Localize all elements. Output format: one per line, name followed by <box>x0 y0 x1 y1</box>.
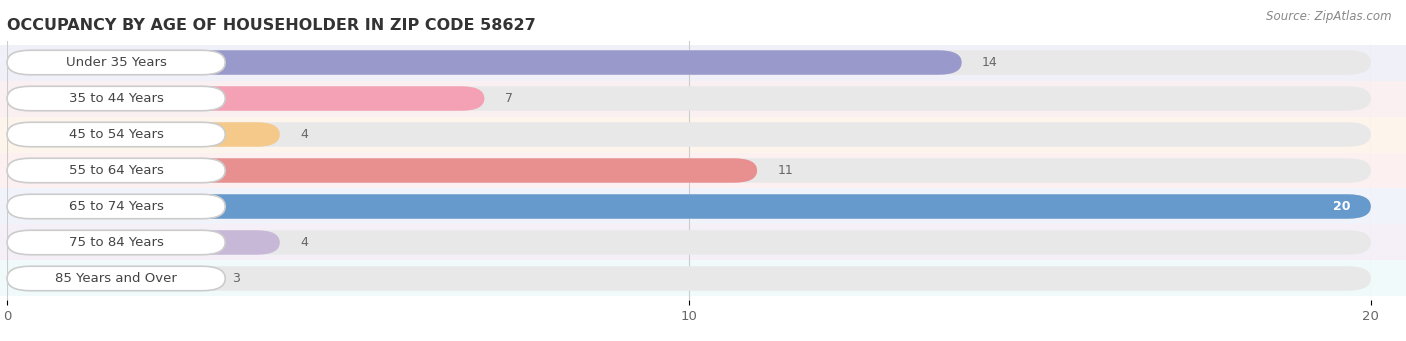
Text: Under 35 Years: Under 35 Years <box>66 56 166 69</box>
Text: 85 Years and Over: 85 Years and Over <box>55 272 177 285</box>
FancyBboxPatch shape <box>7 266 212 291</box>
FancyBboxPatch shape <box>7 194 1371 219</box>
Text: 14: 14 <box>983 56 998 69</box>
FancyBboxPatch shape <box>0 152 1406 189</box>
FancyBboxPatch shape <box>7 266 225 291</box>
FancyBboxPatch shape <box>7 158 756 183</box>
Text: 65 to 74 Years: 65 to 74 Years <box>69 200 163 213</box>
FancyBboxPatch shape <box>7 122 225 147</box>
FancyBboxPatch shape <box>7 50 962 75</box>
FancyBboxPatch shape <box>0 224 1406 261</box>
Text: 3: 3 <box>232 272 240 285</box>
Text: Source: ZipAtlas.com: Source: ZipAtlas.com <box>1267 10 1392 23</box>
Text: 7: 7 <box>505 92 513 105</box>
FancyBboxPatch shape <box>7 50 1371 75</box>
FancyBboxPatch shape <box>0 261 1406 296</box>
FancyBboxPatch shape <box>7 86 1371 111</box>
FancyBboxPatch shape <box>7 194 225 219</box>
Text: 4: 4 <box>301 128 308 141</box>
Text: 11: 11 <box>778 164 793 177</box>
Text: 20: 20 <box>1333 200 1350 213</box>
FancyBboxPatch shape <box>7 158 225 183</box>
FancyBboxPatch shape <box>0 117 1406 152</box>
FancyBboxPatch shape <box>7 158 1371 183</box>
Text: 35 to 44 Years: 35 to 44 Years <box>69 92 163 105</box>
FancyBboxPatch shape <box>7 266 1371 291</box>
Text: 55 to 64 Years: 55 to 64 Years <box>69 164 163 177</box>
FancyBboxPatch shape <box>7 122 280 147</box>
FancyBboxPatch shape <box>7 194 1371 219</box>
Text: OCCUPANCY BY AGE OF HOUSEHOLDER IN ZIP CODE 58627: OCCUPANCY BY AGE OF HOUSEHOLDER IN ZIP C… <box>7 18 536 33</box>
Text: 4: 4 <box>301 236 308 249</box>
FancyBboxPatch shape <box>7 86 484 111</box>
FancyBboxPatch shape <box>0 80 1406 117</box>
Text: 75 to 84 Years: 75 to 84 Years <box>69 236 163 249</box>
Text: 45 to 54 Years: 45 to 54 Years <box>69 128 163 141</box>
FancyBboxPatch shape <box>7 230 225 255</box>
FancyBboxPatch shape <box>7 50 225 75</box>
FancyBboxPatch shape <box>7 230 1371 255</box>
FancyBboxPatch shape <box>0 45 1406 80</box>
FancyBboxPatch shape <box>7 122 1371 147</box>
FancyBboxPatch shape <box>7 230 280 255</box>
FancyBboxPatch shape <box>7 86 225 111</box>
FancyBboxPatch shape <box>0 189 1406 224</box>
